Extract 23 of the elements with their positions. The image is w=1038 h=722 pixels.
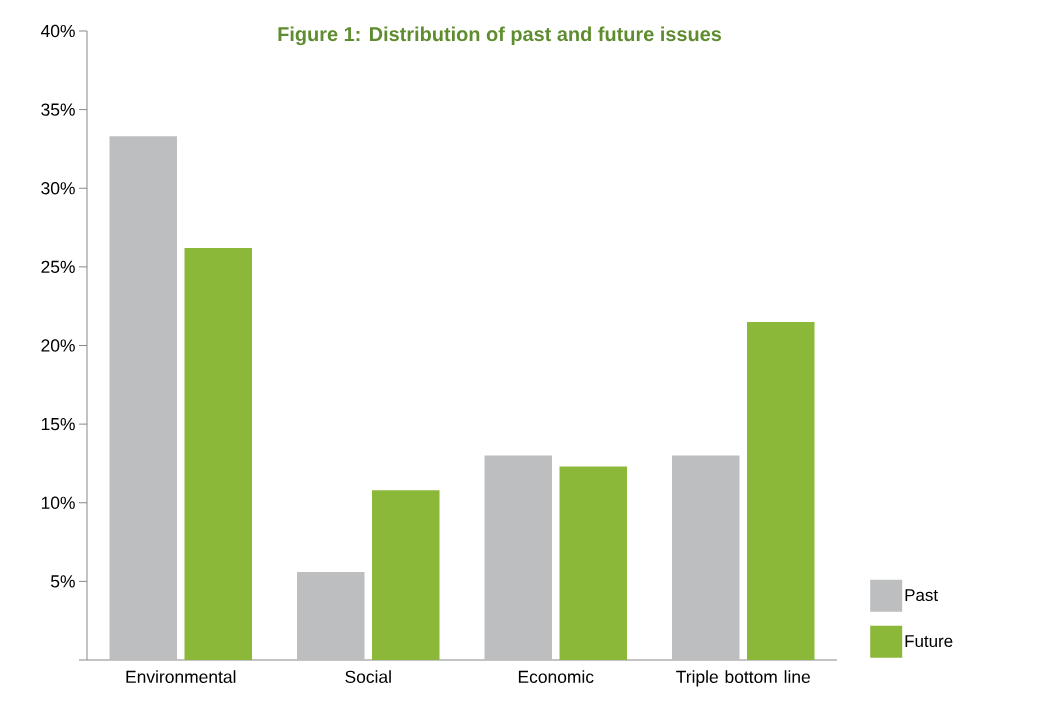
x-tick-label: Social <box>345 670 391 683</box>
bar <box>672 455 740 660</box>
bar <box>747 321 815 660</box>
bar <box>372 490 440 660</box>
y-tick-label: 10% <box>41 496 75 509</box>
legend-label: Future <box>905 635 953 648</box>
y-tick-label: 30% <box>41 182 75 195</box>
chart-title: Figure 1: Distribution of past and future issues <box>278 26 722 46</box>
y-tick-label: 5% <box>50 575 75 588</box>
legend-label: Past <box>905 589 938 602</box>
bar <box>559 466 627 660</box>
y-tick-label: 20% <box>41 339 75 352</box>
bar <box>484 455 552 660</box>
y-tick-label: 40% <box>40 24 75 38</box>
y-tick-label: 25% <box>41 260 75 274</box>
x-tick-label: Triple bottom line <box>676 670 810 687</box>
y-tick-label: 15% <box>41 417 75 431</box>
bar <box>184 248 252 660</box>
bar <box>109 136 177 660</box>
y-tick-label: 35% <box>41 103 75 116</box>
x-tick-label: Economic <box>518 670 594 683</box>
x-tick-label: Environmental <box>126 670 236 683</box>
bar <box>297 571 365 660</box>
